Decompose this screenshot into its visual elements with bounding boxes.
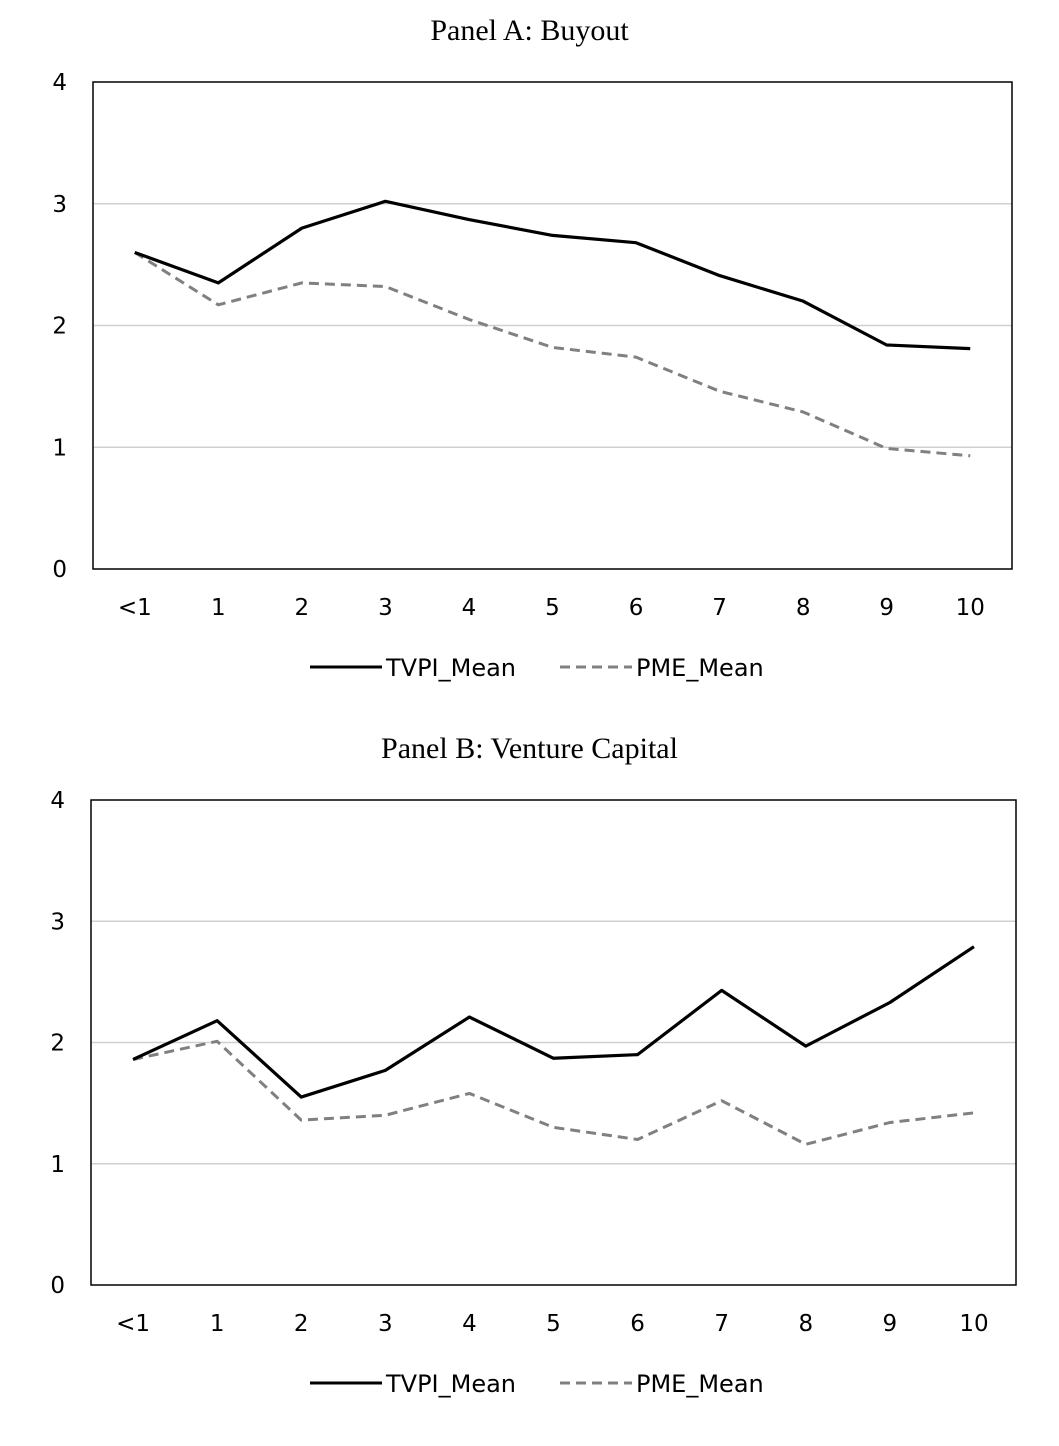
- panel-b-x-tick-label: 6: [630, 1311, 645, 1337]
- panel-a-x-tick-label: 5: [545, 595, 560, 621]
- chart-panel-a: 0 1 2 3 4 <1 1 2 3 4 5 6 7 8 9 10 TVPI_Mean PME_Mean: [52, 70, 1013, 682]
- panel-a-title: Panel A: Buyout: [430, 14, 629, 47]
- panel-a-series-pme-mean-line: [133, 251, 971, 458]
- panel-b-x-tick-label: 2: [294, 1311, 309, 1337]
- panel-b-x-tick-label: 5: [546, 1311, 561, 1337]
- panel-a-x-tick-label: 1: [211, 595, 226, 621]
- panel-b-x-tick-label: 8: [798, 1311, 813, 1337]
- panel-a-legend-label: PME_Mean: [636, 654, 764, 682]
- panel-b-x-tick-label: 9: [883, 1311, 898, 1337]
- panel-a-y-tick-label: 0: [52, 557, 67, 583]
- panel-a-y-tick-label: 2: [52, 314, 67, 340]
- panel-b-legend-label: TVPI_Mean: [385, 1370, 516, 1398]
- panel-a-x-tick-label: <1: [118, 595, 152, 621]
- panel-b-plot-frame: [90, 799, 1017, 1286]
- panel-b-series-tvpi-mean-line: [132, 945, 975, 1099]
- panel-b-y-tick-label: 0: [50, 1273, 65, 1299]
- panel-a-legend-label: TVPI_Mean: [385, 654, 516, 682]
- panel-b-series-pme-mean-line: [132, 1039, 975, 1146]
- panel-a-x-tick-label: 9: [879, 595, 894, 621]
- panel-b-y-tick-label: 4: [50, 788, 65, 814]
- panel-a-y-tick-label: 3: [52, 192, 67, 218]
- panel-b-y-tick-label: 2: [50, 1031, 65, 1057]
- panel-a-x-tick-label: 6: [629, 595, 644, 621]
- panel-a-series-tvpi-mean-line: [134, 199, 971, 351]
- panel-b-x-tick-label: 7: [714, 1311, 729, 1337]
- panel-a-x-tick-label: 3: [378, 595, 393, 621]
- panel-a-x-tick-label: 7: [712, 595, 727, 621]
- panel-b-y-tick-label: 3: [50, 909, 65, 935]
- panel-a-x-tick-label: 10: [956, 595, 985, 621]
- chart-panel-b: 0 1 2 3 4 <1 1 2 3 4 5 6 7 8 9 10 TVPI_Mean PME_Mean: [50, 788, 1017, 1398]
- panel-a-plot-frame: [92, 81, 1013, 570]
- panel-b-x-tick-label: 10: [959, 1311, 988, 1337]
- panel-b-title: Panel B: Venture Capital: [381, 732, 678, 765]
- panel-b-x-tick-label: 1: [210, 1311, 225, 1337]
- panel-a-x-tick-label: 4: [462, 595, 477, 621]
- panel-b-x-tick-label: <1: [116, 1311, 150, 1337]
- panel-a-y-tick-label: 1: [52, 435, 67, 461]
- panel-a-y-tick-label: 4: [52, 70, 67, 96]
- panel-a-x-tick-label: 8: [796, 595, 811, 621]
- panel-b-x-tick-label: 4: [462, 1311, 477, 1337]
- panel-a-x-tick-label: 2: [295, 595, 310, 621]
- panel-b-x-tick-label: 3: [378, 1311, 393, 1337]
- panel-b-y-tick-label: 1: [50, 1152, 65, 1178]
- panel-b-legend-label: PME_Mean: [636, 1370, 764, 1398]
